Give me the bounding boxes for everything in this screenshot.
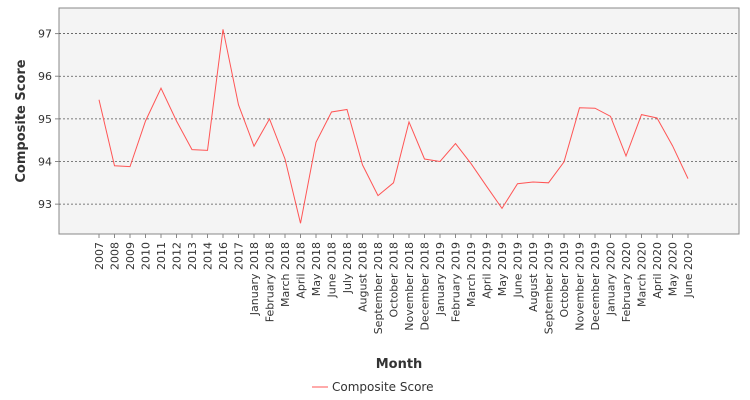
x-tick-label: 2007 [93,242,106,270]
x-tick-label: June 2018 [326,242,339,298]
x-tick-label: September 2019 [543,242,556,334]
x-tick-label: 2016 [217,242,230,270]
x-tick-label: 2011 [155,242,168,270]
x-tick-label: May 2020 [667,242,680,296]
x-tick-label: April 2019 [481,242,494,299]
x-tick-label: September 2018 [372,242,385,334]
x-tick-label: December 2018 [419,242,432,331]
y-axis: 93 94 95 96 97 [38,28,59,211]
x-tick-label: February 2018 [264,242,277,322]
x-tick-label: March 2019 [465,242,478,307]
x-tick-label: 2008 [109,242,122,270]
x-tick-label: January 2019 [434,242,447,316]
composite-score-line [98,29,689,224]
x-tick-label: 2012 [171,242,184,270]
x-axis: 2007 2008 2009 2010 2011 2012 2013 2014 2016 2017… [93,234,695,334]
y-tick-label: 95 [38,113,52,126]
y-tick-label: 96 [38,70,52,83]
x-tick-label: February 2020 [620,242,633,322]
x-tick-label: October 2019 [558,242,571,318]
x-tick-label: 2010 [140,242,153,270]
x-tick-label: March 2018 [279,242,292,307]
x-tick-label: August 2019 [527,242,540,312]
x-tick-label: August 2018 [357,242,370,312]
x-axis-title: Month [376,357,423,372]
y-tick-label: 93 [38,198,52,211]
x-tick-label: July 2018 [341,242,354,294]
x-tick-label: November 2018 [403,242,416,331]
x-tick-label: 2013 [186,242,199,270]
x-tick-label: October 2018 [388,242,401,318]
x-tick-label: 2009 [124,242,137,270]
x-tick-label: 2014 [202,242,215,270]
x-tick-label: May 2019 [496,242,509,296]
y-tick-label: 94 [38,156,52,169]
x-tick-label: June 2020 [682,242,695,298]
x-tick-label: January 2018 [248,242,261,316]
y-tick-label: 97 [38,28,52,41]
legend: Composite Score [312,380,433,394]
x-tick-label: November 2019 [574,242,587,331]
x-tick-label: May 2018 [310,242,323,296]
plot-area [58,7,740,235]
x-tick-label: December 2019 [589,242,602,331]
x-tick-label: February 2019 [450,242,463,322]
x-tick-label: March 2020 [636,242,649,307]
x-tick-label: April 2020 [651,242,664,299]
x-tick-label: April 2018 [295,242,308,299]
x-tick-label: 2017 [233,242,246,270]
x-tick-label: June 2019 [512,242,525,298]
x-tick-label: January 2020 [605,242,618,316]
y-axis-title: Composite Score [14,59,29,182]
legend-label: Composite Score [332,380,433,394]
